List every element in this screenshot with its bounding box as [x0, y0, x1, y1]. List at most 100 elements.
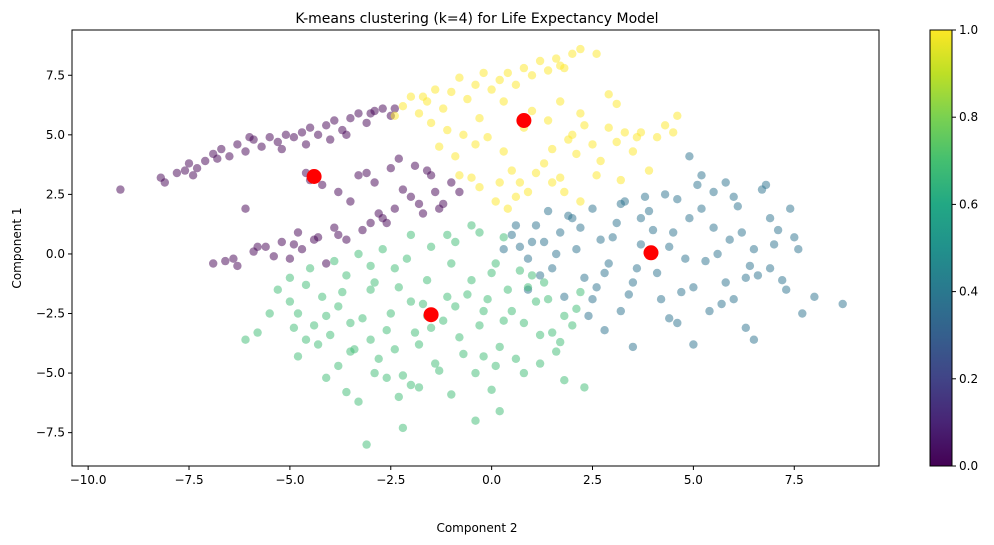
data-point-cluster-0-55 — [410, 161, 420, 170]
data-point-cluster-1-40 — [749, 335, 759, 344]
data-point-cluster-0-57 — [346, 197, 355, 206]
chart-title: K-means clustering (k=4) for Life Expect… — [295, 11, 658, 27]
data-point-cluster-1-65 — [753, 271, 763, 280]
data-point-cluster-2-98 — [539, 278, 549, 287]
data-point-cluster-0-38 — [326, 135, 335, 144]
data-point-cluster-2-94 — [386, 309, 395, 318]
x-axis-label: Component 2 — [436, 521, 517, 535]
data-point-cluster-0-47 — [406, 192, 416, 201]
data-point-cluster-1-37 — [810, 292, 819, 301]
data-point-cluster-2-83 — [467, 221, 476, 230]
data-point-cluster-1-53 — [640, 192, 650, 201]
data-point-cluster-3-44 — [604, 123, 613, 132]
data-point-cluster-2-2 — [293, 309, 303, 318]
data-point-cluster-0-42 — [334, 187, 343, 197]
data-point-cluster-1-48 — [721, 178, 730, 187]
x-tick-label-0: −10.0 — [70, 473, 107, 487]
data-point-cluster-3-59 — [491, 197, 500, 206]
data-point-cluster-2-81 — [475, 228, 484, 237]
data-point-cluster-1-49 — [729, 192, 738, 201]
data-point-cluster-0-81 — [334, 230, 343, 240]
data-point-cluster-1-21 — [677, 287, 686, 297]
data-point-cluster-0-22 — [322, 121, 331, 130]
data-point-cluster-2-61 — [560, 376, 569, 385]
data-point-cluster-2-70 — [313, 340, 323, 349]
data-point-cluster-1-72 — [543, 206, 553, 216]
data-point-cluster-3-52 — [669, 128, 678, 137]
data-point-cluster-3-50 — [652, 133, 662, 142]
data-point-cluster-1-34 — [782, 285, 791, 294]
data-point-cluster-0-80 — [435, 204, 444, 213]
data-point-cluster-3-47 — [628, 147, 638, 156]
data-point-cluster-2-78 — [402, 254, 412, 263]
data-point-cluster-2-85 — [394, 283, 403, 292]
data-point-cluster-1-76 — [713, 249, 722, 259]
data-point-cluster-0-20 — [305, 123, 315, 132]
data-point-cluster-0-85 — [253, 242, 262, 251]
data-point-cluster-3-54 — [604, 90, 613, 99]
data-point-cluster-1-20 — [669, 228, 678, 237]
y-tick-label-4: 2.5 — [46, 187, 65, 201]
data-point-cluster-3-55 — [612, 99, 621, 109]
x-tick-label-2: −5.0 — [275, 473, 304, 487]
data-point-cluster-3-24 — [592, 49, 601, 58]
data-point-cluster-0-9 — [217, 144, 226, 154]
data-point-cluster-1-23 — [693, 180, 702, 190]
data-point-cluster-2-1 — [285, 297, 295, 306]
data-point-cluster-2-23 — [463, 290, 472, 299]
data-point-cluster-3-10 — [471, 80, 480, 90]
data-point-cluster-2-67 — [406, 380, 416, 390]
centroid-marker-3 — [423, 307, 439, 323]
data-point-cluster-0-12 — [241, 147, 250, 156]
data-point-cluster-3-37 — [548, 144, 557, 154]
data-point-cluster-0-60 — [390, 204, 399, 213]
plot-area-frame — [71, 29, 880, 467]
data-point-cluster-2-3 — [301, 280, 311, 290]
data-point-cluster-3-30 — [483, 133, 492, 142]
data-point-cluster-2-36 — [568, 321, 577, 330]
data-point-cluster-2-71 — [289, 323, 299, 332]
data-point-cluster-3-29 — [471, 140, 480, 149]
data-point-cluster-0-11 — [233, 140, 242, 149]
data-point-cluster-2-43 — [342, 387, 351, 397]
data-point-cluster-2-17 — [414, 340, 424, 349]
data-point-cluster-2-19 — [431, 359, 440, 368]
data-point-cluster-1-1 — [515, 242, 525, 251]
data-point-cluster-3-12 — [487, 85, 496, 94]
y-tick-label-0: −7.5 — [36, 426, 65, 440]
data-point-cluster-3-0 — [390, 111, 399, 121]
data-point-cluster-1-63 — [689, 283, 698, 292]
data-point-cluster-3-25 — [556, 61, 565, 70]
data-point-cluster-0-41 — [318, 180, 327, 190]
data-point-cluster-0-21 — [313, 130, 323, 139]
data-point-cluster-1-46 — [685, 152, 694, 161]
data-point-cluster-1-24 — [701, 256, 710, 266]
data-point-cluster-2-21 — [447, 259, 456, 268]
data-point-cluster-2-84 — [443, 230, 452, 240]
data-point-cluster-2-55 — [475, 321, 484, 330]
data-point-cluster-0-35 — [342, 130, 351, 139]
data-point-cluster-1-60 — [592, 283, 601, 292]
data-point-cluster-0-87 — [289, 240, 299, 249]
data-point-cluster-1-77 — [745, 261, 755, 271]
data-point-cluster-3-77 — [632, 133, 642, 142]
data-point-cluster-3-35 — [531, 168, 541, 178]
data-point-cluster-3-53 — [576, 109, 585, 118]
data-point-cluster-2-108 — [366, 261, 375, 271]
data-point-cluster-3-68 — [451, 152, 460, 161]
data-point-cluster-2-105 — [394, 392, 403, 402]
data-point-cluster-2-35 — [560, 311, 569, 321]
data-point-cluster-2-93 — [322, 311, 331, 321]
data-point-cluster-3-73 — [556, 97, 565, 106]
data-point-cluster-2-25 — [479, 306, 488, 316]
data-point-cluster-2-40 — [471, 416, 480, 425]
data-point-cluster-3-7 — [447, 87, 456, 97]
data-point-cluster-1-70 — [608, 233, 617, 242]
data-point-cluster-3-27 — [443, 125, 452, 135]
data-point-cluster-0-36 — [366, 109, 375, 118]
data-point-cluster-1-42 — [600, 326, 609, 335]
data-point-cluster-1-57 — [535, 271, 545, 280]
x-tick-label-4: 0.0 — [482, 473, 501, 487]
data-point-cluster-2-80 — [451, 237, 460, 247]
x-tick-label-7: 7.5 — [785, 473, 804, 487]
